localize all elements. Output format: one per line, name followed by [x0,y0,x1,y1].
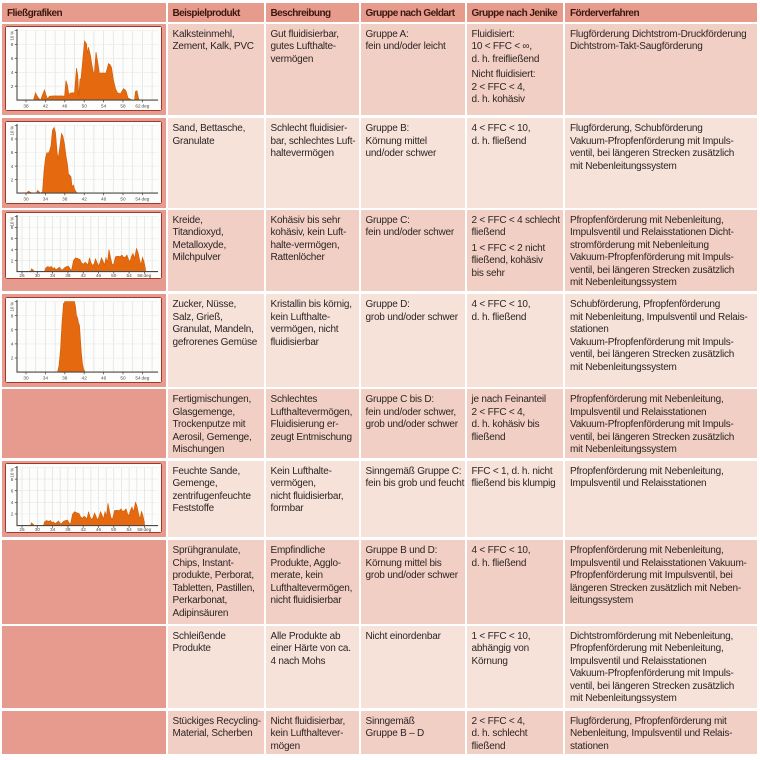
svg-text:8: 8 [11,42,14,47]
svg-text:42: 42 [82,196,88,201]
svg-text:2: 2 [11,355,14,360]
svg-text:34: 34 [43,375,49,380]
svg-text:62 deg: 62 deg [135,103,149,108]
svg-text:50: 50 [111,527,117,532]
svg-text:38: 38 [65,527,71,532]
svg-text:30: 30 [23,196,29,201]
svg-text:50: 50 [111,273,117,278]
svg-text:4: 4 [11,247,14,252]
svg-text:54 deg: 54 deg [135,196,149,201]
svg-text:26: 26 [19,273,25,278]
svg-text:10 %: 10 % [9,125,14,135]
svg-text:2: 2 [11,177,14,182]
svg-text:10 %: 10 % [9,217,14,227]
svg-text:10 %: 10 % [9,468,14,478]
svg-text:50: 50 [120,375,126,380]
svg-text:34: 34 [43,196,49,201]
svg-text:46: 46 [62,103,68,108]
svg-text:4: 4 [11,500,14,505]
svg-text:34: 34 [50,273,56,278]
svg-text:46: 46 [101,196,107,201]
svg-text:8: 8 [11,136,14,141]
svg-text:42: 42 [81,527,87,532]
svg-text:6: 6 [11,488,14,493]
svg-text:54: 54 [101,103,107,108]
svg-text:42: 42 [43,103,49,108]
svg-text:2: 2 [11,512,14,517]
svg-text:10 %: 10 % [9,301,14,311]
svg-text:6: 6 [11,236,14,241]
svg-text:54: 54 [126,273,132,278]
svg-text:2: 2 [11,84,14,89]
svg-text:6: 6 [11,56,14,61]
svg-text:50: 50 [82,103,88,108]
svg-text:26: 26 [19,527,25,532]
svg-text:42: 42 [81,273,87,278]
svg-text:4: 4 [11,341,14,346]
svg-text:30: 30 [35,273,41,278]
svg-text:46: 46 [96,273,102,278]
svg-text:38: 38 [23,103,29,108]
svg-text:4: 4 [11,163,14,168]
svg-text:54 deg: 54 deg [135,375,149,380]
svg-text:38: 38 [65,273,71,278]
svg-text:42: 42 [82,375,88,380]
svg-text:8: 8 [11,313,14,318]
svg-text:8: 8 [11,477,14,482]
svg-text:58 deg: 58 deg [137,527,151,532]
svg-text:38: 38 [62,375,68,380]
svg-text:10 %: 10 % [9,31,14,41]
svg-text:58: 58 [120,103,126,108]
svg-text:46: 46 [96,527,102,532]
svg-text:8: 8 [11,225,14,230]
svg-text:30: 30 [23,375,29,380]
svg-text:46: 46 [101,375,107,380]
svg-text:58 deg: 58 deg [137,273,151,278]
svg-text:4: 4 [11,70,14,75]
svg-text:6: 6 [11,327,14,332]
svg-text:34: 34 [50,527,56,532]
svg-text:6: 6 [11,150,14,155]
svg-text:54: 54 [126,527,132,532]
svg-text:30: 30 [35,527,41,532]
svg-text:50: 50 [120,196,126,201]
svg-text:2: 2 [11,258,14,263]
svg-text:38: 38 [62,196,68,201]
